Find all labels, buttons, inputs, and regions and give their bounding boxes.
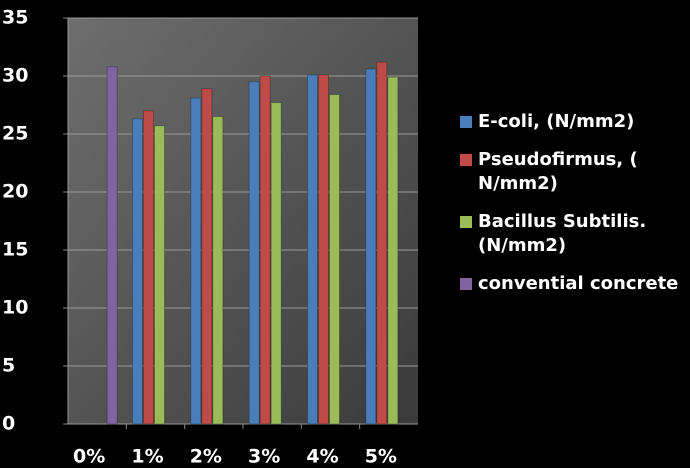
y-tick-label: 15	[2, 239, 28, 261]
y-tick-label: 10	[2, 297, 28, 319]
bar	[365, 68, 377, 425]
bar	[376, 61, 388, 425]
bar	[329, 94, 340, 425]
legend-item: Bacillus Subtilis. (N/mm2)	[460, 210, 690, 258]
legend-item: convential concrete	[460, 272, 690, 296]
legend-swatch	[460, 116, 472, 128]
x-tick-label: 2%	[190, 446, 222, 468]
x-tick-label: 5%	[365, 446, 397, 468]
bar	[154, 125, 165, 425]
x-tick-label: 1%	[131, 446, 163, 468]
legend-swatch	[460, 216, 472, 228]
legend-item: Pseudofirmus, ( N/mm2)	[460, 148, 690, 196]
bar	[190, 97, 202, 425]
plot-area	[68, 18, 418, 424]
bar	[259, 75, 271, 425]
bar	[307, 74, 318, 425]
bar	[318, 74, 329, 425]
y-tick-label: 35	[2, 7, 28, 29]
bar	[143, 110, 154, 425]
y-tick-label: 20	[2, 181, 28, 203]
legend-swatch	[460, 154, 472, 166]
bar	[201, 88, 213, 425]
bar	[212, 116, 224, 425]
legend-label: Pseudofirmus, ( N/mm2)	[478, 149, 638, 194]
x-tick-label: 3%	[248, 446, 280, 468]
bar	[132, 118, 143, 425]
legend-label: convential concrete	[478, 273, 679, 294]
legend-swatch	[460, 278, 472, 290]
legend-item: E-coli, (N/mm2)	[460, 110, 690, 134]
y-tick-label: 25	[2, 123, 28, 145]
legend-label: E-coli, (N/mm2)	[478, 111, 635, 132]
bar	[106, 66, 118, 425]
x-tick-label: 0%	[73, 446, 105, 468]
y-tick-label: 5	[2, 355, 15, 377]
bar	[248, 81, 260, 425]
bar	[270, 102, 282, 425]
bar	[387, 76, 399, 425]
y-tick-label: 0	[2, 413, 15, 435]
x-tick-label: 4%	[306, 446, 338, 468]
y-tick-label: 30	[2, 65, 28, 87]
legend: E-coli, (N/mm2) Pseudofirmus, ( N/mm2) Bac…	[460, 110, 690, 310]
legend-label: Bacillus Subtilis. (N/mm2)	[478, 211, 647, 256]
